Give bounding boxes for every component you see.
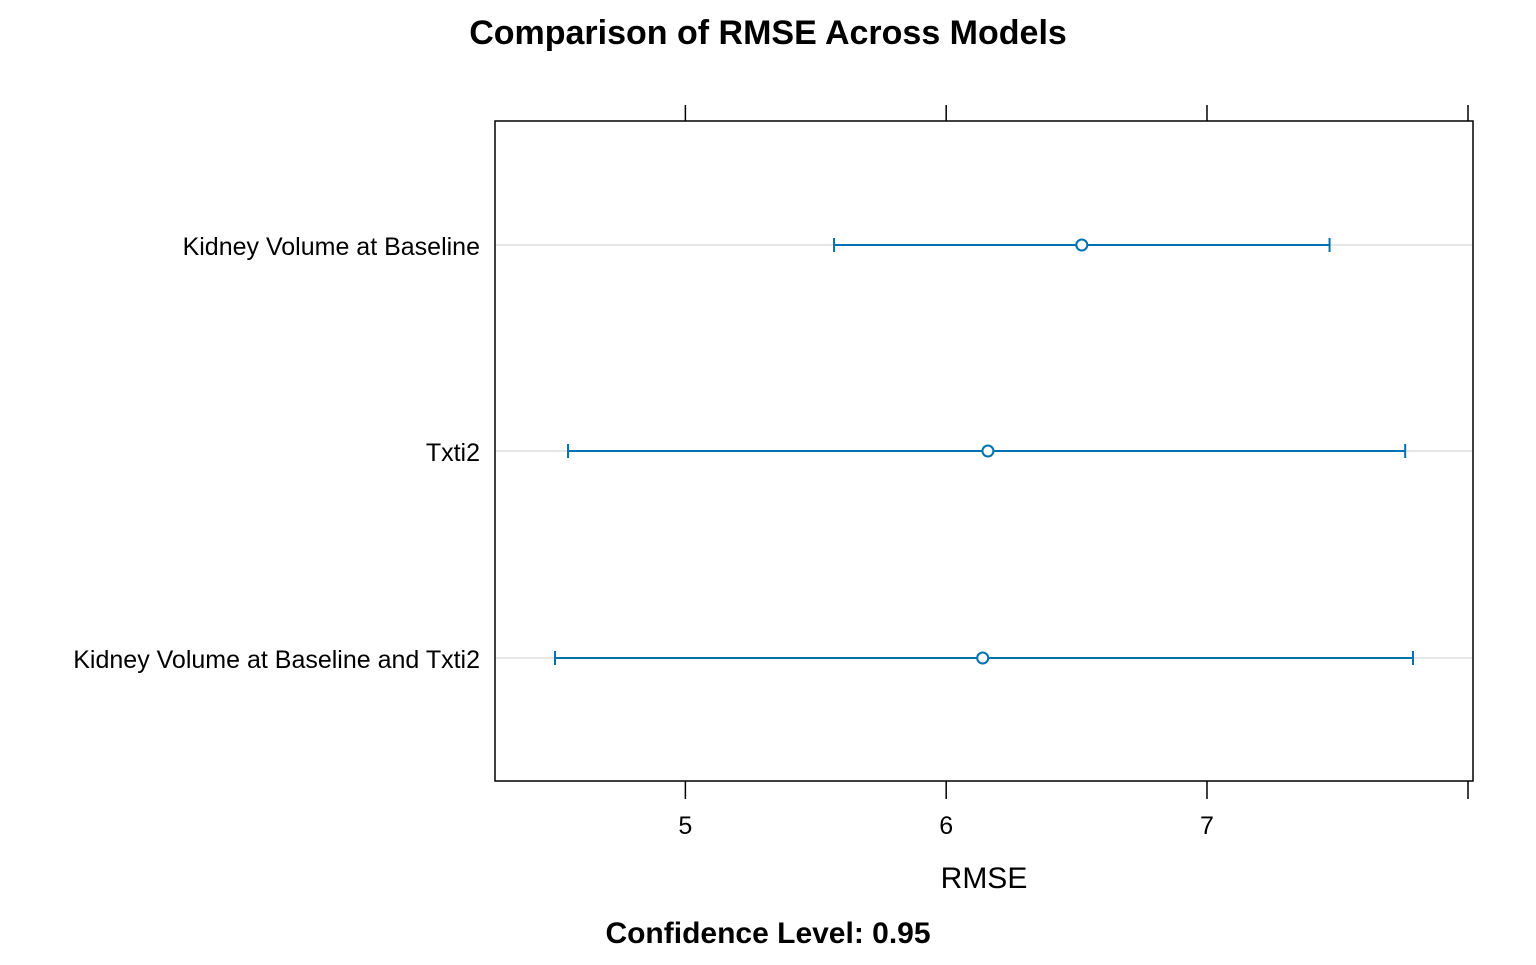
confidence-intervals [553, 238, 1415, 665]
x-axis-label: RMSE [941, 862, 1028, 895]
chart-title: Comparison of RMSE Across Models [469, 14, 1067, 52]
estimate-point [981, 444, 995, 458]
plot-frame [494, 120, 1474, 782]
x-tick-label: 5 [678, 812, 692, 840]
category-label: Txti2 [426, 439, 480, 467]
axis-ticks: 5 6 7 [678, 105, 1469, 840]
x-tick-label: 6 [939, 812, 953, 840]
estimate-point [976, 651, 990, 665]
confidence-level-note: Confidence Level: 0.95 [605, 917, 930, 950]
category-labels: Kidney Volume at Baseline Txti2 Kidney Vol… [73, 233, 480, 674]
category-label: Kidney Volume at Baseline and Txti2 [73, 646, 480, 674]
category-label: Kidney Volume at Baseline [183, 233, 480, 261]
estimate-point [1075, 238, 1089, 252]
x-tick-label: 7 [1200, 812, 1214, 840]
